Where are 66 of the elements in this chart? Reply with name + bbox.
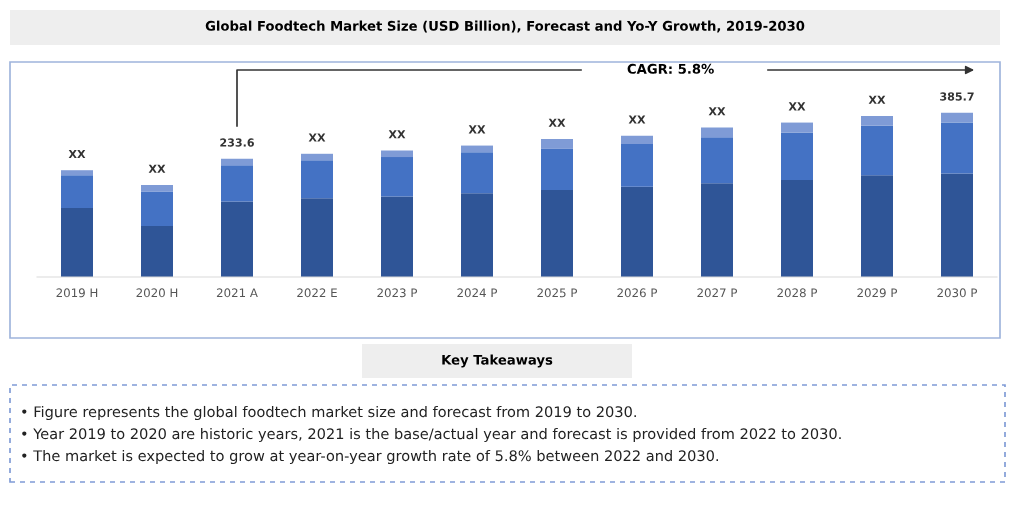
annotation: XX bbox=[708, 107, 726, 116]
x-tick-label: 2025 P bbox=[537, 288, 578, 298]
text: • Figure represents the global foodtech market size and forecast from 2019 to 2030. bbox=[22, 405, 636, 421]
bar bbox=[861, 125, 893, 176]
bar bbox=[301, 160, 333, 199]
annotation: XX bbox=[308, 133, 326, 142]
bar bbox=[141, 185, 173, 192]
bar bbox=[941, 122, 973, 174]
text: Key Takeaways bbox=[442, 354, 553, 368]
text: • Year 2019 to 2020 are historic years, 2021 is the base/actual year and forecast is provided from 2022 to 2030. bbox=[22, 427, 841, 443]
bar bbox=[221, 165, 253, 202]
x-tick-label: 2021 A bbox=[216, 288, 258, 298]
bar bbox=[541, 148, 573, 190]
x-tick-label: 2028 P bbox=[777, 288, 818, 298]
bar bbox=[621, 143, 653, 187]
bar bbox=[701, 183, 733, 277]
bar bbox=[461, 193, 493, 277]
x-tick-label: 2024 P bbox=[457, 288, 498, 298]
annotation: 385.7 bbox=[940, 92, 974, 101]
annotation: XX bbox=[68, 149, 86, 159]
bar bbox=[541, 189, 573, 277]
bar bbox=[621, 135, 653, 144]
bar bbox=[61, 208, 93, 277]
bar bbox=[301, 198, 333, 277]
annotation: XX bbox=[388, 130, 406, 139]
bar bbox=[461, 152, 493, 194]
annotation: XX bbox=[148, 164, 166, 173]
bar bbox=[941, 112, 973, 123]
text: CAGR: 5.8% bbox=[627, 63, 714, 74]
annotation: XX bbox=[468, 125, 486, 134]
x-tick-label: 2023 P bbox=[377, 288, 418, 298]
annotation: XX bbox=[788, 102, 806, 111]
annotation: XX bbox=[628, 115, 646, 124]
bar bbox=[61, 175, 93, 208]
bar bbox=[221, 158, 253, 166]
bar bbox=[941, 173, 973, 277]
bar bbox=[701, 137, 733, 184]
chart-title: Global Foodtech Market Size (USD Billion), Forecast and Yo-Y Growth, 2019-2030 bbox=[205, 20, 805, 33]
x-tick-label: 2026 P bbox=[617, 288, 658, 298]
bar bbox=[301, 153, 333, 161]
bar bbox=[461, 145, 493, 153]
annotation: XX bbox=[868, 95, 886, 104]
bar bbox=[61, 170, 93, 176]
x-tick-label: 2020 H bbox=[136, 288, 178, 298]
text: • The market is expected to grow at year-on-year growth rate of 5.8% between 2022 and 2030. bbox=[22, 449, 718, 465]
bar bbox=[701, 127, 733, 138]
bar bbox=[381, 196, 413, 277]
bar bbox=[381, 150, 413, 158]
bar bbox=[141, 226, 173, 277]
bar bbox=[381, 157, 413, 197]
bar bbox=[861, 175, 893, 277]
x-tick-label: 2027 P bbox=[697, 288, 738, 298]
bar bbox=[541, 139, 573, 149]
x-tick-label: 2030 P bbox=[937, 288, 978, 298]
x-tick-label: 2019 H bbox=[56, 288, 98, 298]
annotation: 233.6 bbox=[220, 138, 254, 147]
bar bbox=[861, 116, 893, 126]
bar bbox=[781, 132, 813, 181]
bar bbox=[621, 186, 653, 277]
annotation: XX bbox=[548, 118, 566, 127]
bar bbox=[141, 191, 173, 227]
x-tick-label: 2022 E bbox=[297, 288, 337, 298]
bar bbox=[781, 180, 813, 277]
bar bbox=[221, 201, 253, 277]
x-tick-label: 2029 P bbox=[857, 288, 898, 298]
bar bbox=[781, 122, 813, 133]
